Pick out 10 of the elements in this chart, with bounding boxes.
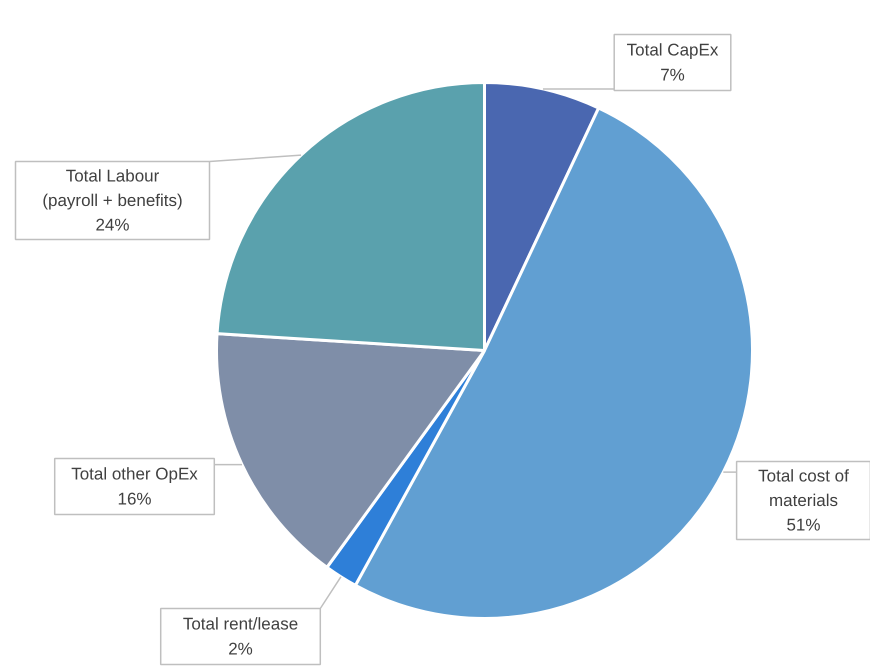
data-label: 2% (228, 639, 253, 658)
slice-label: Total cost of materials (758, 466, 850, 510)
slice-label: Total Labour (payroll + benefits) (42, 166, 183, 210)
slice-label: Total other OpEx (71, 464, 198, 484)
data-label: 51% (786, 516, 821, 535)
slice-label: Total CapEx (626, 40, 719, 60)
data-label: 16% (117, 489, 152, 508)
slice-label: Total rent/lease (182, 614, 298, 634)
data-label: 7% (660, 65, 685, 84)
data-label: 24% (95, 216, 130, 235)
